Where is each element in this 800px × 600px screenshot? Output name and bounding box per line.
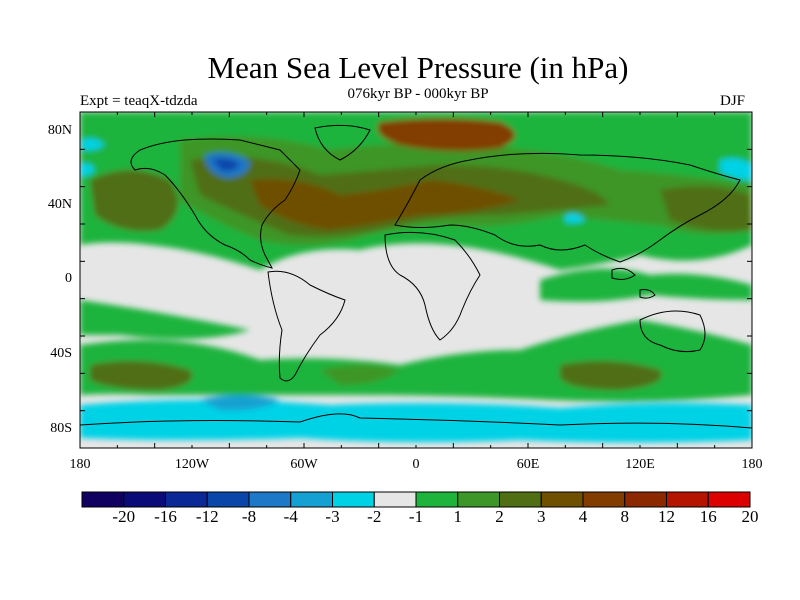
axis-ticks xyxy=(79,111,753,449)
colorbar-swatch xyxy=(332,491,375,508)
colorbar-label: -8 xyxy=(241,507,257,526)
map-title: Mean Sea Level Pressure (in hPa) xyxy=(207,50,629,85)
lon-label-120e: 120E xyxy=(625,457,655,472)
lat-label-40s: 40S xyxy=(50,346,72,361)
colorbar-label: -2 xyxy=(367,507,382,526)
colorbar-label: 2 xyxy=(495,507,504,526)
colorbar-swatch xyxy=(707,491,751,508)
lat-label-eq: 0 xyxy=(65,271,72,286)
colorbar-label: -12 xyxy=(195,507,219,526)
colorbar-swatch xyxy=(582,491,626,508)
colorbar xyxy=(81,491,751,508)
lon-label-180e: 180 xyxy=(741,457,763,472)
lon-label-60w: 60W xyxy=(290,457,318,472)
colorbar-label: 3 xyxy=(537,507,546,526)
colorbar-label: -16 xyxy=(154,507,177,526)
colorbar-label: -20 xyxy=(112,507,136,526)
lon-label-120w: 120W xyxy=(174,457,210,472)
colorbar-label: 16 xyxy=(699,507,717,526)
map-subtitle: 076kyr BP - 000kyr BP xyxy=(347,86,489,102)
colorbar-swatch xyxy=(206,491,250,508)
colorbar-swatch xyxy=(81,491,125,508)
colorbar-swatch xyxy=(248,491,292,508)
colorbar-swatch xyxy=(123,491,166,508)
lon-label-0: 0 xyxy=(412,457,420,472)
colorbar-swatch xyxy=(624,491,667,508)
colorbar-swatch xyxy=(666,491,709,508)
coastlines xyxy=(80,124,752,429)
experiment-label: Expt = teaqX-tdzda xyxy=(80,93,198,109)
colorbar-swatch xyxy=(415,491,459,508)
colorbar-label: 20 xyxy=(741,507,759,526)
pressure-field xyxy=(80,112,752,448)
lat-label-80s: 80S xyxy=(50,421,72,436)
colorbar-swatch xyxy=(290,491,333,508)
colorbar-label: 1 xyxy=(453,507,463,526)
colorbar-label: -1 xyxy=(408,507,424,526)
colorbar-label: -3 xyxy=(325,507,340,526)
lat-label-40n: 40N xyxy=(47,197,72,212)
lat-label-80n: 80N xyxy=(47,123,72,138)
season-label: DJF xyxy=(720,93,746,109)
colorbar-swatch xyxy=(540,491,584,508)
lon-label-60e: 60E xyxy=(516,457,540,472)
colorbar-label: 12 xyxy=(658,507,675,526)
colorbar-label: 8 xyxy=(620,507,630,526)
colorbar-swatch xyxy=(499,491,542,508)
lon-label-180w: 180 xyxy=(69,457,91,472)
colorbar-swatch xyxy=(373,491,417,508)
colorbar-swatch xyxy=(457,491,500,508)
colorbar-swatch xyxy=(165,491,208,508)
colorbar-label: -4 xyxy=(283,507,298,526)
colorbar-label: 4 xyxy=(578,507,588,526)
